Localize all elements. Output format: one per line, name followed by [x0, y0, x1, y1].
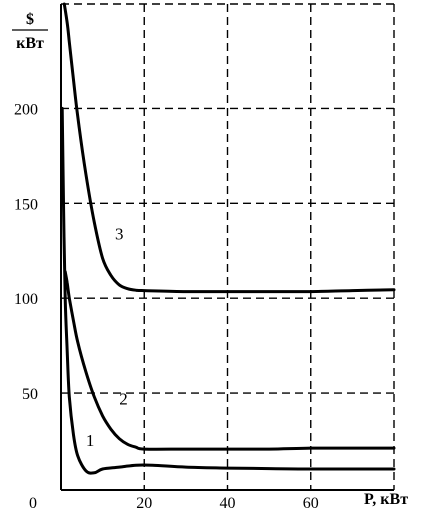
curve-label-3: 3 [115, 224, 124, 243]
y-tick-label: 50 [22, 386, 38, 403]
x-axis-label: P, кВт [364, 491, 408, 508]
y-tick-label: 100 [14, 291, 38, 308]
y-axis-label-top: $ [26, 11, 34, 28]
series-lines [60, 2, 396, 475]
grid [61, 3, 395, 490]
x-tick-label: 20 [136, 495, 152, 512]
curve-label-2: 2 [119, 389, 128, 408]
curve-label-1: 1 [86, 431, 95, 450]
tick-labels: 0 20 40 60 50 100 150 200 [14, 101, 319, 512]
curve-labels: 1 2 3 [86, 224, 128, 450]
y-tick-label: 200 [14, 101, 38, 118]
x-tick-label: 0 [29, 495, 37, 512]
x-tick-label: 60 [303, 495, 319, 512]
y-axis-label-bottom: кВт [16, 35, 44, 52]
axes [60, 4, 394, 491]
series-line-1 [60, 106, 396, 475]
x-tick-label: 40 [220, 495, 236, 512]
series-line-2 [63, 270, 396, 451]
y-tick-label: 150 [14, 196, 38, 213]
series-line-3 [62, 2, 396, 294]
